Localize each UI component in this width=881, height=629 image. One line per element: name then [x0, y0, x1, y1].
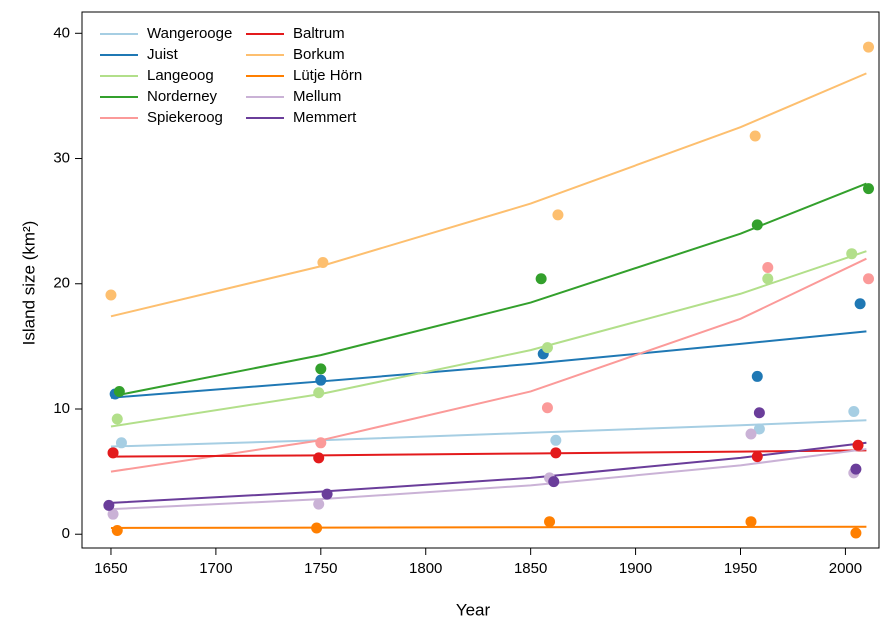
data-point — [863, 183, 875, 195]
y-tick-label: 10 — [53, 400, 70, 417]
data-point — [541, 402, 553, 414]
legend-label: Baltrum — [293, 25, 345, 42]
data-point — [548, 476, 560, 488]
y-tick-label: 30 — [53, 149, 70, 166]
data-point — [317, 256, 329, 268]
x-tick-label: 1850 — [514, 560, 547, 577]
data-point — [115, 437, 127, 449]
data-point — [111, 524, 123, 536]
data-point — [311, 522, 323, 534]
data-point — [751, 451, 763, 463]
x-tick-label: 2000 — [829, 560, 862, 577]
x-tick-label: 1900 — [619, 560, 652, 577]
data-point — [541, 342, 553, 354]
data-point — [745, 516, 757, 528]
data-point — [550, 447, 562, 459]
data-point — [113, 385, 125, 397]
data-point — [846, 248, 858, 260]
data-point — [751, 370, 763, 382]
legend-label: Langeoog — [147, 67, 214, 84]
data-point — [850, 527, 862, 539]
data-point — [315, 437, 327, 449]
plot-frame — [81, 11, 880, 549]
x-tick-label: 1750 — [304, 560, 337, 577]
data-point — [745, 428, 757, 440]
legend-label: Borkum — [293, 46, 345, 63]
x-tick-label: 1700 — [199, 560, 232, 577]
data-point — [313, 498, 325, 510]
data-point — [544, 516, 556, 528]
data-point — [753, 407, 765, 419]
y-axis-label: Island size (km²) — [19, 221, 38, 346]
data-point — [550, 434, 562, 446]
data-point — [315, 374, 327, 386]
data-point — [552, 209, 564, 221]
data-point — [321, 488, 333, 500]
y-tick-label: 0 — [62, 525, 70, 542]
data-point — [535, 273, 547, 285]
data-point — [753, 423, 765, 435]
fit-line — [110, 441, 867, 504]
legend-label: Lütje Hörn — [293, 67, 362, 84]
data-point — [850, 463, 862, 475]
data-point — [107, 447, 119, 459]
y-tick-label: 40 — [53, 24, 70, 41]
x-tick-label: 1650 — [94, 560, 127, 577]
data-point — [315, 363, 327, 375]
x-axis-label: Year — [456, 600, 491, 619]
data-point — [107, 508, 119, 520]
legend-label: Mellum — [293, 88, 341, 105]
data-point — [863, 41, 875, 53]
data-point — [848, 405, 860, 417]
legend-label: Wangerooge — [147, 25, 232, 42]
data-point — [749, 130, 761, 142]
data-point — [854, 298, 866, 310]
legend-label: Spiekeroog — [147, 109, 223, 126]
data-point — [103, 499, 115, 511]
fit-line — [110, 449, 867, 458]
fit-line — [110, 330, 867, 399]
fit-line — [110, 182, 867, 398]
legend-label: Memmert — [293, 109, 357, 126]
x-tick-label: 1800 — [409, 560, 442, 577]
x-tick-label: 1950 — [724, 560, 757, 577]
legend-label: Juist — [147, 46, 179, 63]
fit-line — [110, 257, 867, 473]
data-point — [313, 452, 325, 464]
fit-line — [110, 419, 867, 448]
data-point — [852, 439, 864, 451]
data-point — [762, 261, 774, 273]
fit-line — [110, 448, 867, 511]
data-point — [111, 413, 123, 425]
data-point — [105, 289, 117, 301]
data-point — [313, 387, 325, 399]
legend-label: Norderney — [147, 88, 218, 105]
data-point — [762, 273, 774, 285]
fit-line — [110, 525, 867, 529]
y-tick-label: 20 — [53, 275, 70, 292]
fit-line — [110, 250, 867, 428]
data-point — [751, 219, 763, 231]
data-point — [863, 273, 875, 285]
fit-line — [110, 72, 867, 318]
